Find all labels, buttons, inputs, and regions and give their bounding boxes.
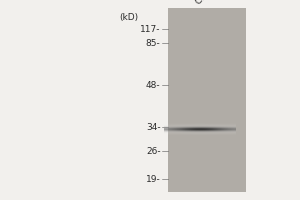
Text: 85-: 85- (146, 38, 160, 47)
Text: 19-: 19- (146, 174, 160, 184)
Text: (kD): (kD) (119, 13, 138, 22)
Text: 48-: 48- (146, 81, 160, 90)
Text: 117-: 117- (140, 24, 160, 33)
Text: COLO205: COLO205 (193, 0, 229, 6)
Text: 34-: 34- (146, 122, 160, 132)
Bar (168, 8, 246, 192)
Text: 26-: 26- (146, 146, 160, 156)
